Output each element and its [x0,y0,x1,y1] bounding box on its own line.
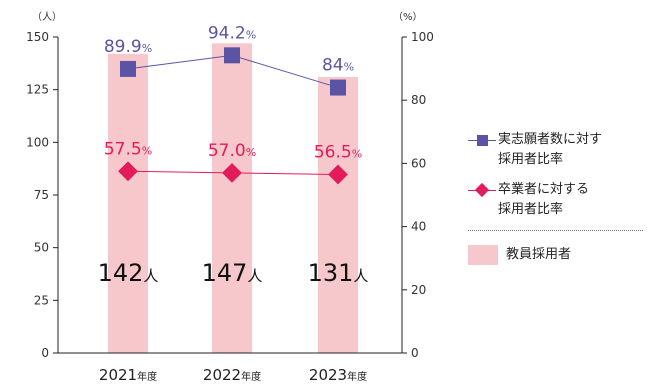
bar-2022 [212,43,252,353]
bar-2021 [108,53,148,353]
bar-count-label: 142人 [98,259,159,287]
left-axis-unit: （人） [32,11,62,23]
left-tick-label: 125 [26,83,49,97]
bar-swatch-icon [468,245,498,265]
legend-label-graduate-ratio: 卒業者に対する 採用者比率 [498,182,590,217]
point-value-label: 57.0% [208,141,256,161]
x-tick-label-2023: 2023年度 [309,366,367,384]
left-tick-label: 0 [41,346,49,360]
legend: 実志願者数に対す 採用者比率 卒業者に対する 採用者比率 教員採用者 [468,130,643,275]
x-tick-label-2022: 2022年度 [203,366,261,384]
bar-count-label: 131人 [308,259,369,287]
point-value-label: 56.5% [314,142,362,162]
left-tick-label: 50 [34,241,49,255]
point-value-label: 89.9% [104,37,152,57]
right-tick-label: 100 [411,30,434,44]
legend-item-applicant-ratio: 実志願者数に対す 採用者比率 [468,130,643,170]
bar-2023 [318,77,358,353]
point-value-label: 57.5% [104,139,152,159]
right-tick-label: 40 [411,220,426,234]
point-value-label: 84% [322,56,354,76]
left-tick-label: 75 [34,188,49,202]
right-tick-label: 60 [411,156,426,170]
right-tick-label: 80 [411,93,426,107]
x-tick-label-2021: 2021年度 [99,366,157,384]
left-tick-label: 25 [34,293,49,307]
legend-item-graduate-ratio: 卒業者に対する 採用者比率 [468,180,643,220]
square-point [330,79,346,96]
legend-item-teacher-hires: 教員採用者 [468,245,643,265]
square-point [224,47,240,64]
legend-label-teacher-hires: 教員採用者 [506,247,572,262]
right-axis-unit: （%） [393,11,423,23]
square-point [120,60,136,77]
legend-divider [468,230,643,231]
diamond-point [118,161,138,182]
diamond-point [328,164,348,185]
right-tick-label: 0 [411,346,419,360]
diamond-point [222,162,242,183]
legend-label-applicant-ratio: 実志願者数に対す 採用者比率 [498,132,603,167]
left-tick-label: 150 [26,30,49,44]
right-tick-label: 20 [411,283,426,297]
bar-count-label: 147人 [202,259,263,287]
point-value-label: 94.2% [208,23,256,43]
square-marker-icon [468,130,498,150]
diamond-marker-icon [468,180,498,200]
left-tick-label: 100 [26,135,49,149]
